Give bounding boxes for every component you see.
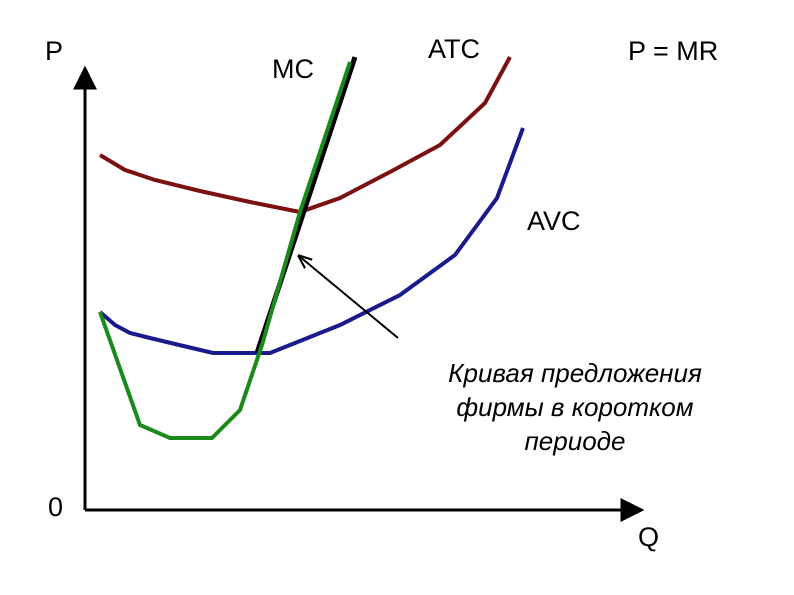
avc-curve <box>98 127 525 355</box>
price-label: P = MR <box>628 36 718 66</box>
annotation-arrow <box>299 256 399 339</box>
annotation-line: фирмы в коротком <box>456 392 693 422</box>
atc-label: ATC <box>428 34 480 64</box>
annotation-line: периоде <box>525 426 626 456</box>
y-axis-label: P <box>45 36 63 66</box>
annotation-line: Кривая предложения <box>448 358 702 388</box>
mc-curve <box>98 61 352 440</box>
avc-label: AVC <box>527 206 581 236</box>
origin-label: 0 <box>48 492 63 522</box>
mc-label: MC <box>272 54 314 84</box>
x-axis-label: Q <box>638 522 659 552</box>
